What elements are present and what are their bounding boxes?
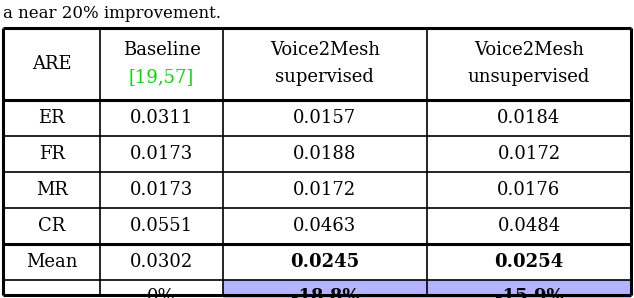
Text: 0.0311: 0.0311 [130,109,193,127]
Text: supervised: supervised [275,68,374,86]
Text: [19,57]: [19,57] [129,68,194,86]
Text: a near 20% improvement.: a near 20% improvement. [3,5,221,22]
Text: 0.0484: 0.0484 [498,217,560,235]
Text: 0.0173: 0.0173 [130,181,193,199]
Text: 0.0463: 0.0463 [293,217,356,235]
Text: ER: ER [39,109,65,127]
Text: 0.0172: 0.0172 [294,181,356,199]
Text: unsupervised: unsupervised [468,68,590,86]
Text: 0.0302: 0.0302 [130,253,193,271]
Bar [223,280,427,298]
Text: 0.0176: 0.0176 [497,181,560,199]
Text: FR: FR [39,145,65,163]
Text: 0.0188: 0.0188 [293,145,356,163]
Text: -18.8%: -18.8% [290,288,359,298]
Text: Baseline: Baseline [122,41,200,59]
Text: 0.0551: 0.0551 [130,217,193,235]
Text: 0.0173: 0.0173 [130,145,193,163]
Bar [427,280,631,298]
Text: Voice2Mesh: Voice2Mesh [474,41,584,59]
Text: 0.0172: 0.0172 [498,145,560,163]
Text: MR: MR [36,181,68,199]
Text: 0.0157: 0.0157 [294,109,356,127]
Text: ARE: ARE [32,55,72,73]
Text: 0.0245: 0.0245 [290,253,359,271]
Bar [3,28,631,295]
Text: Voice2Mesh: Voice2Mesh [270,41,380,59]
Text: 0.0254: 0.0254 [495,253,564,271]
Text: 0%: 0% [147,288,176,298]
Text: Mean: Mean [26,253,77,271]
Text: -15.9%: -15.9% [495,288,563,298]
Text: CR: CR [38,217,65,235]
Text: 0.0184: 0.0184 [497,109,560,127]
